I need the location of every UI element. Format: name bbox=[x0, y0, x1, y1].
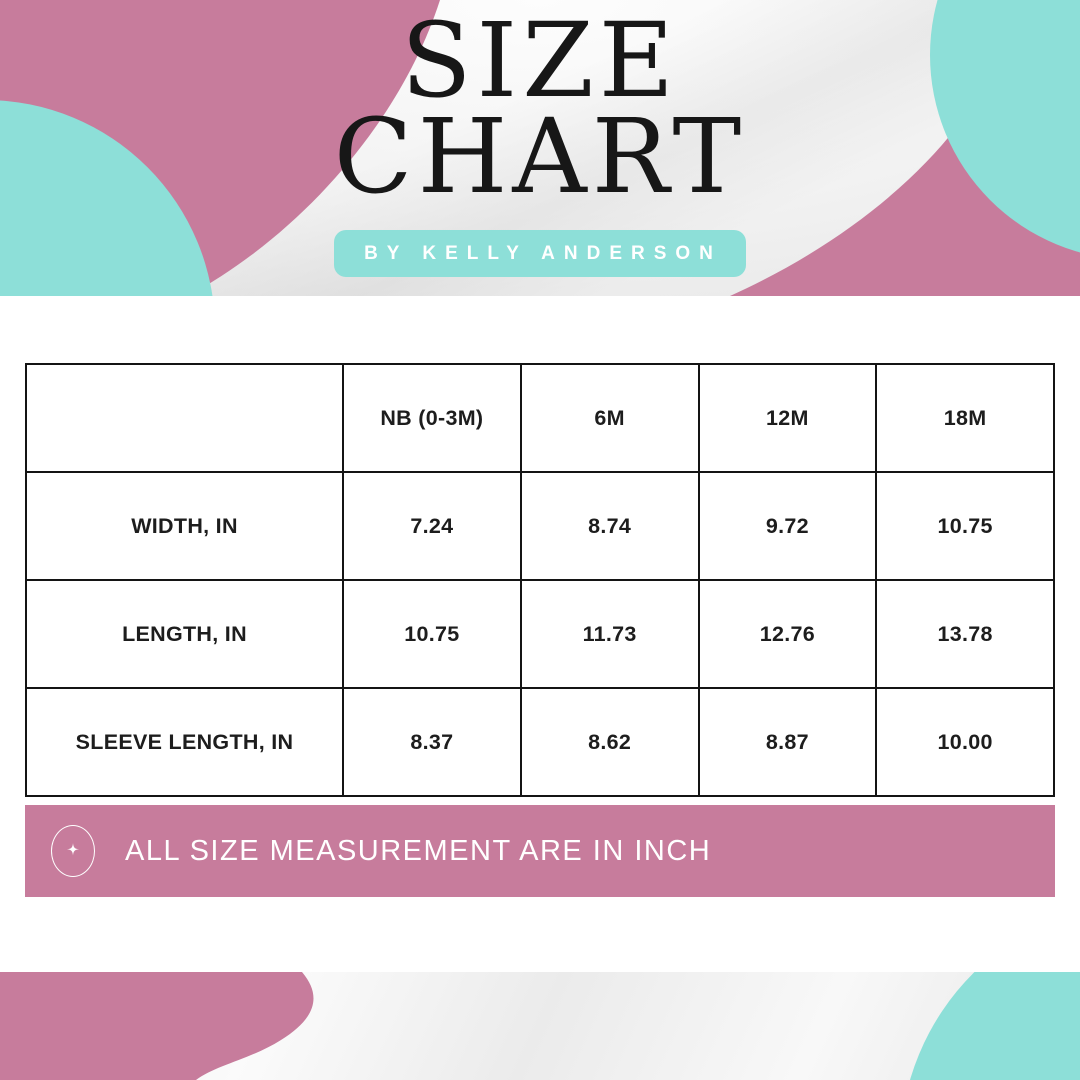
table-cell: 10.75 bbox=[875, 471, 1055, 581]
column-header-18m: 18M bbox=[875, 363, 1055, 473]
sparkle-star-glyph bbox=[66, 843, 80, 856]
table-row: WIDTH, IN 7.24 8.74 9.72 10.75 bbox=[25, 471, 1055, 581]
teal-circle-bottom-right bbox=[910, 972, 1080, 1080]
pink-blob-bottom-left bbox=[0, 972, 314, 1080]
table-cell: 8.74 bbox=[519, 471, 700, 581]
table-row: SLEEVE LENGTH, IN 8.37 8.62 8.87 10.00 bbox=[25, 687, 1055, 797]
table-cell: 10.75 bbox=[342, 579, 522, 689]
row-label-width: WIDTH, IN bbox=[25, 471, 344, 581]
row-label-sleeve-length: SLEEVE LENGTH, IN bbox=[25, 687, 344, 797]
header: SIZE CHART BY KELLY ANDERSON bbox=[0, 1, 1080, 277]
table-cell: 8.87 bbox=[697, 687, 878, 797]
column-header-6m: 6M bbox=[519, 363, 700, 473]
table-cell: 8.37 bbox=[342, 687, 522, 797]
page-title-line2: CHART bbox=[333, 96, 747, 217]
table-cell: 9.72 bbox=[697, 471, 878, 581]
note-banner: ALL SIZE MEASUREMENT ARE IN INCH bbox=[25, 805, 1055, 897]
table-row: LENGTH, IN 10.75 11.73 12.76 13.78 bbox=[25, 579, 1055, 689]
column-header-nb: NB (0-3M) bbox=[342, 363, 522, 473]
page-title-line1: SIZE bbox=[400, 1, 679, 121]
table-cell: 13.78 bbox=[875, 579, 1055, 689]
table-cell: 12.76 bbox=[697, 579, 878, 689]
byline-badge: BY KELLY ANDERSON bbox=[334, 229, 746, 277]
note-text: ALL SIZE MEASUREMENT ARE IN INCH bbox=[125, 834, 712, 867]
table-cell: 10.00 bbox=[875, 687, 1055, 797]
teal-circle-top-right bbox=[930, 0, 1080, 253]
table-cell: 11.73 bbox=[519, 579, 700, 689]
table-cell: 7.24 bbox=[342, 471, 522, 581]
table-cell: 8.62 bbox=[519, 687, 700, 797]
bottom-decorative-shapes bbox=[0, 972, 1080, 1080]
teal-circle-top-left bbox=[0, 100, 213, 296]
column-header-12m: 12M bbox=[697, 363, 878, 473]
sparkle-icon bbox=[51, 825, 95, 877]
header-band bbox=[0, 0, 1080, 296]
table-corner-cell bbox=[25, 363, 344, 473]
header-decorative-shapes bbox=[0, 0, 1080, 296]
table-header-row: NB (0-3M) 6M 12M 18M bbox=[25, 363, 1055, 473]
row-label-length: LENGTH, IN bbox=[25, 579, 344, 689]
size-table: NB (0-3M) 6M 12M 18M WIDTH, IN 7.24 8.74… bbox=[25, 363, 1055, 797]
bottom-band bbox=[0, 972, 1080, 1080]
